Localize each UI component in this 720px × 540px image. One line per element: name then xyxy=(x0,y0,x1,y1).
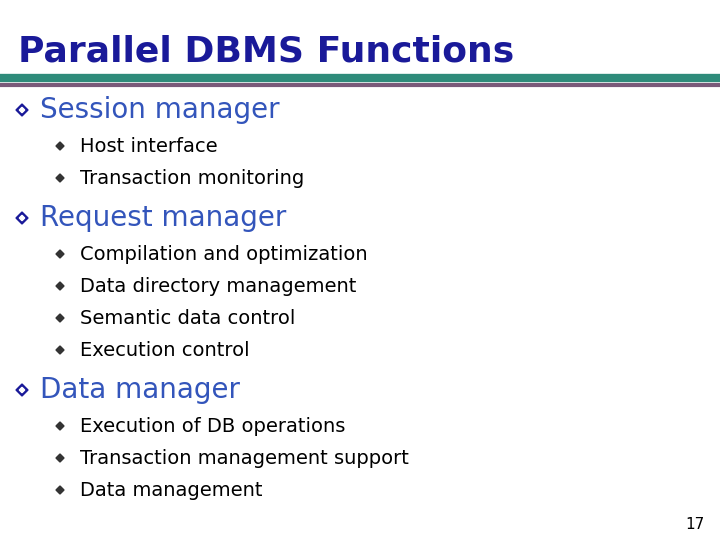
Polygon shape xyxy=(56,282,64,290)
Polygon shape xyxy=(19,387,24,393)
Text: Request manager: Request manager xyxy=(40,204,287,232)
Text: Transaction management support: Transaction management support xyxy=(80,449,409,468)
Text: Host interface: Host interface xyxy=(80,137,217,156)
Polygon shape xyxy=(56,454,64,462)
Text: Parallel DBMS Functions: Parallel DBMS Functions xyxy=(18,35,514,69)
Polygon shape xyxy=(16,104,28,116)
Text: Execution of DB operations: Execution of DB operations xyxy=(80,416,346,435)
Text: Semantic data control: Semantic data control xyxy=(80,308,295,327)
Polygon shape xyxy=(16,384,28,396)
Polygon shape xyxy=(16,212,28,224)
Polygon shape xyxy=(56,142,64,150)
Polygon shape xyxy=(19,215,24,221)
Text: Transaction monitoring: Transaction monitoring xyxy=(80,168,305,187)
Polygon shape xyxy=(19,107,24,113)
Text: Data manager: Data manager xyxy=(40,376,240,404)
Polygon shape xyxy=(56,422,64,430)
Polygon shape xyxy=(56,250,64,258)
Polygon shape xyxy=(56,486,64,494)
Polygon shape xyxy=(56,314,64,322)
Text: Data directory management: Data directory management xyxy=(80,276,356,295)
Text: Compilation and optimization: Compilation and optimization xyxy=(80,245,368,264)
Text: Execution control: Execution control xyxy=(80,341,250,360)
Polygon shape xyxy=(56,346,64,354)
Text: Data management: Data management xyxy=(80,481,263,500)
Text: Session manager: Session manager xyxy=(40,96,279,124)
Polygon shape xyxy=(56,174,64,182)
Text: 17: 17 xyxy=(685,517,705,532)
